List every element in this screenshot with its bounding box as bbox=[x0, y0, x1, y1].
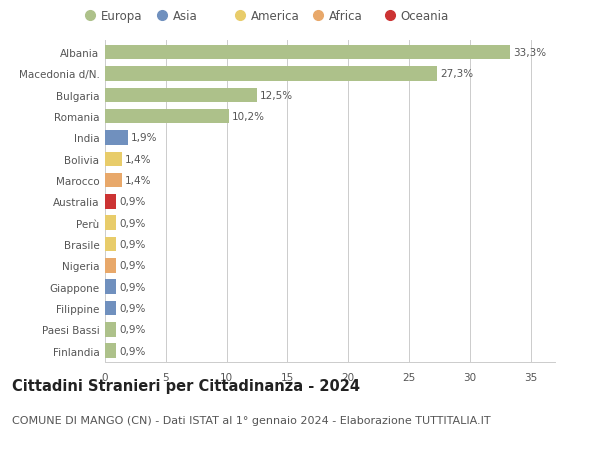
Bar bbox=[105, 280, 116, 294]
Bar bbox=[105, 344, 116, 358]
Bar bbox=[105, 322, 116, 337]
Text: 0,9%: 0,9% bbox=[119, 282, 145, 292]
Text: COMUNE DI MANGO (CN) - Dati ISTAT al 1° gennaio 2024 - Elaborazione TUTTITALIA.I: COMUNE DI MANGO (CN) - Dati ISTAT al 1° … bbox=[12, 415, 491, 425]
Text: 12,5%: 12,5% bbox=[260, 90, 293, 101]
Bar bbox=[105, 237, 116, 252]
Bar bbox=[105, 152, 122, 167]
Bar bbox=[105, 301, 116, 316]
Text: 0,9%: 0,9% bbox=[119, 325, 145, 335]
Text: 0,9%: 0,9% bbox=[119, 261, 145, 271]
Bar bbox=[105, 88, 257, 103]
Bar bbox=[105, 131, 128, 146]
Text: 1,4%: 1,4% bbox=[125, 176, 152, 186]
Text: 33,3%: 33,3% bbox=[513, 48, 546, 58]
Bar bbox=[105, 67, 437, 82]
Text: 27,3%: 27,3% bbox=[440, 69, 473, 79]
Bar bbox=[105, 216, 116, 230]
Text: Oceania: Oceania bbox=[401, 10, 449, 22]
Text: 1,9%: 1,9% bbox=[131, 133, 158, 143]
Text: 10,2%: 10,2% bbox=[232, 112, 265, 122]
Text: 0,9%: 0,9% bbox=[119, 218, 145, 228]
Text: 0,9%: 0,9% bbox=[119, 240, 145, 250]
Text: 0,9%: 0,9% bbox=[119, 346, 145, 356]
Text: Africa: Africa bbox=[329, 10, 362, 22]
Text: 0,9%: 0,9% bbox=[119, 303, 145, 313]
Text: 0,9%: 0,9% bbox=[119, 197, 145, 207]
Bar bbox=[105, 46, 510, 60]
Text: Asia: Asia bbox=[173, 10, 197, 22]
Text: America: America bbox=[251, 10, 299, 22]
Bar bbox=[105, 258, 116, 273]
Text: Europa: Europa bbox=[101, 10, 142, 22]
Text: Cittadini Stranieri per Cittadinanza - 2024: Cittadini Stranieri per Cittadinanza - 2… bbox=[12, 379, 360, 394]
Bar bbox=[105, 174, 122, 188]
Text: 1,4%: 1,4% bbox=[125, 154, 152, 164]
Bar bbox=[105, 110, 229, 124]
Bar bbox=[105, 195, 116, 209]
